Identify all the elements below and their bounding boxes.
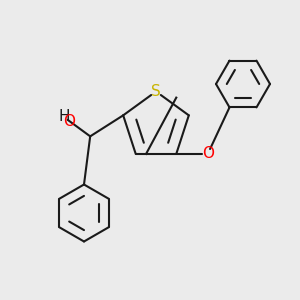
- Text: H: H: [59, 109, 70, 124]
- Text: O: O: [202, 146, 214, 161]
- Text: S: S: [151, 84, 161, 99]
- Text: O: O: [63, 114, 75, 129]
